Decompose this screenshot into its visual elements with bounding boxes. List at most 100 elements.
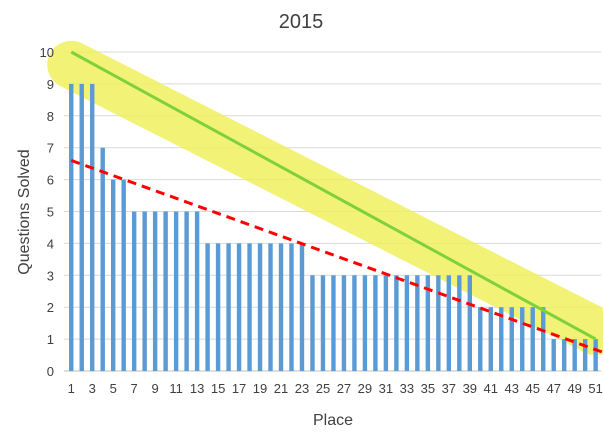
y-tick-label: 7 (47, 141, 54, 156)
bar-place-1 (69, 83, 74, 372)
bar-place-19 (257, 243, 263, 371)
x-tick-label: 35 (421, 381, 435, 396)
x-tick-label: 33 (400, 381, 414, 396)
bar-place-38 (457, 275, 462, 371)
bar-place-44 (520, 307, 525, 371)
bar-place-32 (394, 275, 399, 371)
bar-place-31 (383, 275, 389, 371)
bar-place-2 (79, 83, 84, 372)
bar-place-24 (310, 275, 315, 371)
x-tick-label: 11 (169, 381, 183, 396)
solid-trend-line (70, 50, 597, 341)
trend-lines (70, 50, 603, 354)
y-axis-label: Questions Solved (16, 149, 33, 274)
y-tick-label: 1 (47, 332, 54, 347)
x-tick-label: 47 (546, 381, 560, 396)
x-tick-label: 37 (442, 381, 456, 396)
bar-place-26 (331, 275, 336, 371)
bar-place-46 (541, 307, 546, 371)
x-tick-label: 21 (274, 381, 288, 396)
x-tick-label: 3 (89, 381, 96, 396)
x-tick-label: 41 (484, 381, 498, 396)
x-axis-ticks: 1 3 5 7 9 11 13 15 17 19 21 23 25 27 29 31 33 35 37 39 41 43 4… (68, 381, 603, 396)
bar-place-51 (593, 339, 598, 371)
bars (69, 83, 598, 372)
bar-place-40 (478, 307, 483, 371)
x-tick-label: 5 (110, 381, 117, 396)
x-tick-label: 15 (211, 381, 225, 396)
bar-place-18 (247, 243, 252, 371)
bar-place-50 (582, 339, 588, 371)
bar-place-13 (194, 211, 200, 371)
bar-place-35 (425, 275, 431, 371)
bar-place-16 (226, 243, 231, 371)
dashed-trend-line (70, 159, 603, 354)
bar-place-49 (572, 339, 577, 371)
x-tick-label: 51 (588, 381, 602, 396)
bar-place-14 (205, 243, 210, 371)
x-tick-label: 23 (295, 381, 309, 396)
bar-place-48 (561, 339, 567, 371)
highlight-band-shape (47, 40, 603, 356)
x-tick-label: 49 (567, 381, 581, 396)
bar-place-30 (373, 275, 378, 371)
bar-place-36 (436, 275, 441, 371)
y-tick-label: 9 (47, 77, 54, 92)
y-tick-label: 3 (47, 268, 54, 283)
y-tick-label: 5 (47, 205, 54, 220)
bar-place-45 (530, 307, 535, 371)
bar-place-37 (446, 275, 452, 371)
x-axis-label: Place (313, 412, 353, 429)
bar-place-21 (278, 243, 284, 371)
bar-place-42 (499, 307, 504, 371)
bar-place-43 (509, 307, 514, 371)
y-tick-label: 10 (40, 45, 54, 60)
bar-place-28 (352, 275, 357, 371)
bar-place-34 (415, 275, 420, 371)
bar-place-4 (100, 147, 105, 371)
y-axis-ticks: 0 1 2 3 4 5 6 7 8 9 10 (40, 45, 54, 379)
y-tick-label: 2 (47, 300, 54, 315)
bar-place-41 (488, 307, 493, 371)
y-tick-label: 6 (47, 173, 54, 188)
y-tick-label: 4 (47, 236, 54, 251)
bar-place-10 (163, 211, 168, 371)
x-tick-label: 7 (131, 381, 138, 396)
bar-place-12 (184, 211, 189, 371)
y-tick-label: 0 (47, 364, 54, 379)
x-tick-label: 19 (253, 381, 267, 396)
bar-place-27 (341, 275, 347, 371)
x-tick-label: 9 (152, 381, 159, 396)
bar-place-9 (152, 211, 158, 371)
x-tick-label: 31 (379, 381, 393, 396)
bar-place-5 (110, 179, 116, 371)
bar-place-3 (90, 83, 95, 372)
bar-place-25 (320, 275, 326, 371)
bar-place-22 (289, 243, 294, 371)
x-tick-label: 1 (68, 381, 75, 396)
y-tick-label: 8 (47, 109, 54, 124)
bar-place-11 (173, 211, 179, 371)
bar-place-8 (142, 211, 147, 371)
chart-title: 2015 (279, 11, 324, 33)
x-tick-label: 27 (337, 381, 351, 396)
x-tick-label: 13 (190, 381, 204, 396)
highlight-band (47, 40, 603, 356)
bar-place-33 (404, 275, 410, 371)
bar-place-15 (215, 243, 221, 371)
x-tick-label: 17 (232, 381, 246, 396)
bar-place-23 (299, 243, 305, 371)
bar-place-47 (551, 339, 556, 371)
bar-place-20 (268, 243, 273, 371)
bar-place-29 (362, 275, 368, 371)
x-tick-label: 29 (358, 381, 372, 396)
x-tick-label: 43 (505, 381, 519, 396)
bar-place-17 (236, 243, 242, 371)
bar-place-7 (131, 211, 137, 371)
x-tick-label: 25 (316, 381, 330, 396)
bar-place-6 (121, 179, 126, 371)
bar-place-39 (467, 275, 473, 371)
x-tick-label: 45 (525, 381, 539, 396)
